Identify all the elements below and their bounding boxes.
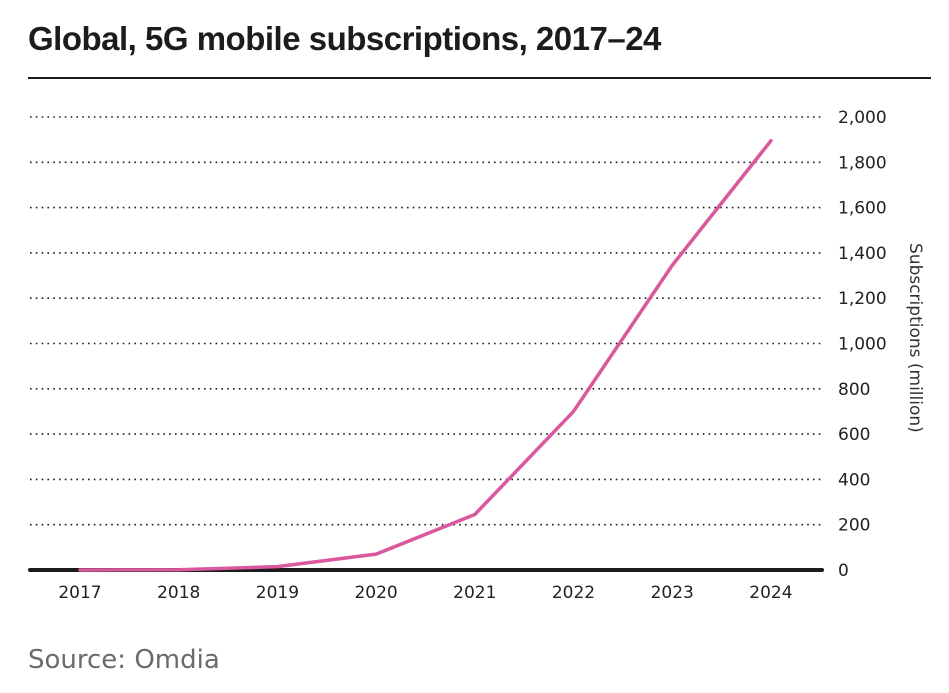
x-tick-label: 2019 — [256, 583, 299, 603]
x-tick-label: 2024 — [749, 583, 792, 603]
y-tick-label: 1,200 — [838, 289, 887, 309]
series-group — [78, 139, 773, 572]
y-tick-label: 2,000 — [838, 108, 887, 128]
x-tick-label: 2017 — [58, 583, 101, 603]
x-tick-label: 2018 — [157, 583, 200, 603]
y-tick-label: 1,800 — [838, 153, 887, 173]
y-tick-label: 200 — [838, 516, 870, 536]
y-tick-label: 0 — [838, 561, 849, 581]
x-tick-label: 2023 — [651, 583, 694, 603]
y-tick-label: 1,000 — [838, 335, 887, 355]
y-tick-label: 1,400 — [838, 244, 887, 264]
title-divider — [28, 77, 931, 79]
y-axis-label: Subscriptions (million) — [905, 243, 925, 433]
x-tick-label: 2021 — [453, 583, 496, 603]
x-tick-label: 2020 — [354, 583, 397, 603]
y-tick-label: 400 — [838, 470, 870, 490]
gridlines — [30, 116, 822, 526]
y-axis-ticks: 0 200 400 600 800 1,000 1,200 1,400 1,600 1,800 2,… — [838, 108, 887, 581]
y-tick-label: 800 — [838, 380, 870, 400]
x-axis-ticks: 2017 2018 2019 2020 2021 2022 2023 2024 — [58, 583, 792, 603]
y-tick-label: 600 — [838, 425, 870, 445]
series-line — [78, 139, 773, 572]
chart-title: Global, 5G mobile subscriptions, 2017–24 — [28, 20, 661, 57]
x-tick-label: 2022 — [552, 583, 595, 603]
y-tick-label: 1,600 — [838, 199, 887, 219]
source-note: Source: Omdia — [28, 645, 220, 675]
